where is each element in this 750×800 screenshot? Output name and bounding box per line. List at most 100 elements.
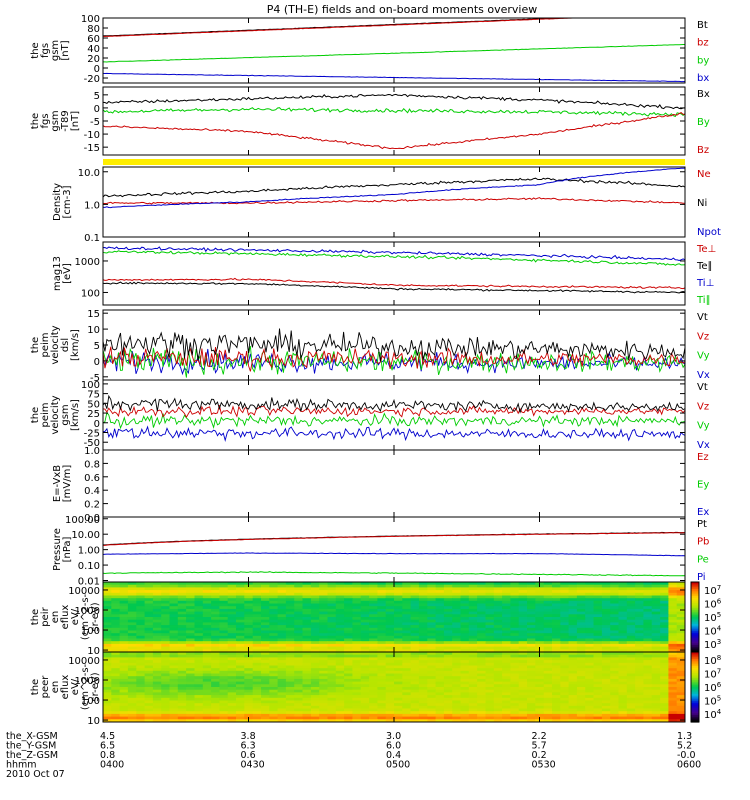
spectrogram-cell [410, 697, 420, 701]
spectrogram-cell [552, 662, 561, 666]
spectrogram-cell [535, 625, 545, 629]
spectrogram-cell [601, 673, 611, 677]
spectrogram-cell [219, 635, 229, 639]
spectrogram-cell [477, 606, 486, 610]
spectrogram-cell [443, 606, 453, 610]
spectrogram-cell [219, 697, 229, 701]
y-tick-label: -20 [84, 74, 100, 85]
spectrogram-cell [161, 708, 170, 712]
spectrogram-cell [177, 687, 187, 691]
spectrogram-cell [177, 582, 187, 586]
spectrogram-cell [103, 676, 112, 680]
spectrogram-cell [244, 681, 254, 685]
spectrogram-cell [194, 681, 204, 685]
spectrogram-cell [227, 654, 237, 658]
y-axis-label: [eV] [62, 263, 73, 284]
spectrogram-cell [601, 687, 611, 691]
spectrogram-cell [219, 606, 229, 610]
spectrogram-cell [385, 713, 395, 718]
spectrogram-cell [452, 692, 461, 696]
spectrogram-cell [244, 619, 254, 623]
spectrogram-cell [103, 590, 112, 594]
spectrogram-cell [202, 684, 212, 688]
spectrogram-cell [377, 713, 387, 718]
spectrogram-cell [651, 608, 661, 613]
spectrogram-cell [127, 678, 137, 683]
spectrogram-cell [593, 713, 603, 718]
spectrogram-cell [485, 635, 495, 639]
spectrogram-cell [443, 695, 453, 699]
spectrogram-cell [610, 697, 619, 701]
spectrogram-cell [676, 711, 686, 715]
spectrogram-cell [585, 657, 594, 661]
spectrogram-cell [443, 697, 453, 701]
spectrogram-cell [618, 608, 628, 613]
spectrogram-cell [435, 643, 445, 648]
colorbar-cell [691, 680, 699, 683]
spectrogram-cell [127, 635, 137, 639]
spectrogram-cell [152, 603, 162, 607]
spectrogram-cell [161, 617, 170, 621]
spectrogram-cell [518, 719, 528, 723]
spectrogram-cell [418, 719, 428, 723]
spectrogram-cell [543, 662, 553, 666]
spectrogram-cell [402, 625, 412, 629]
spectrogram-cell [186, 689, 195, 693]
spectrogram-cell [277, 582, 287, 586]
spectrogram-cell [468, 600, 478, 604]
spectrogram-cell [136, 692, 146, 696]
spectrogram-cell [227, 662, 237, 666]
spectrogram-cell [269, 608, 279, 613]
spectrogram-cell [468, 649, 478, 653]
spectrogram-cell [111, 660, 121, 664]
spectrogram-cell [227, 670, 237, 674]
spectrogram-cell [285, 681, 295, 685]
spectrogram-cell [460, 678, 470, 683]
spectrogram-cell [169, 633, 179, 637]
colorbar-cell [691, 699, 699, 702]
spectrogram-cell [460, 654, 470, 658]
spectrogram-cell [211, 646, 220, 650]
spectrogram-cell [169, 614, 179, 618]
spectrogram-cell [660, 673, 669, 677]
spectrogram-cell [127, 689, 137, 693]
spectrogram-cell [335, 611, 345, 615]
spectrogram-cell [269, 598, 279, 602]
spectrogram-cell [294, 630, 303, 634]
spectrogram-cell [169, 630, 179, 634]
spectrogram-cell [502, 633, 511, 637]
spectrogram-cell [510, 660, 520, 664]
spectrogram-cell [394, 703, 403, 707]
spectrogram-cell [319, 617, 328, 621]
spectrogram-cell [576, 630, 586, 634]
spectrogram-cell [643, 622, 653, 626]
spectrogram-cell [186, 582, 195, 586]
spectrogram-cell [543, 635, 553, 639]
spectrogram-cell [152, 614, 162, 618]
spectrogram-cell [668, 689, 678, 693]
colorbar-cell [691, 694, 699, 697]
spectrogram-cell [593, 590, 603, 594]
spectrogram-cell [568, 711, 578, 715]
spectrogram-cell [344, 627, 353, 631]
spectrogram-cell [127, 617, 137, 621]
spectrogram-cell [169, 584, 179, 588]
spectrogram-cell [360, 668, 370, 672]
spectrogram-cell [493, 708, 503, 712]
spectrogram-cell [410, 592, 420, 596]
spectrogram-cell [119, 695, 129, 699]
spectrogram-cell [319, 603, 328, 607]
spectrogram-cell [643, 598, 653, 602]
spectrogram-cell [435, 619, 445, 623]
spectrogram-cell [319, 611, 328, 615]
spectrogram-cell [560, 635, 570, 639]
spectrogram-cell [319, 592, 328, 596]
colorbar-tick-label: 104 [704, 625, 722, 638]
spectrogram-cell [560, 587, 570, 591]
spectrogram-cell [252, 673, 262, 677]
spectrogram-cell [194, 630, 204, 634]
spectrogram-cell [277, 654, 287, 658]
y-axis-label: velocity [50, 395, 61, 434]
spectrogram-cell [585, 665, 594, 669]
legend-label: Npot [697, 227, 721, 238]
